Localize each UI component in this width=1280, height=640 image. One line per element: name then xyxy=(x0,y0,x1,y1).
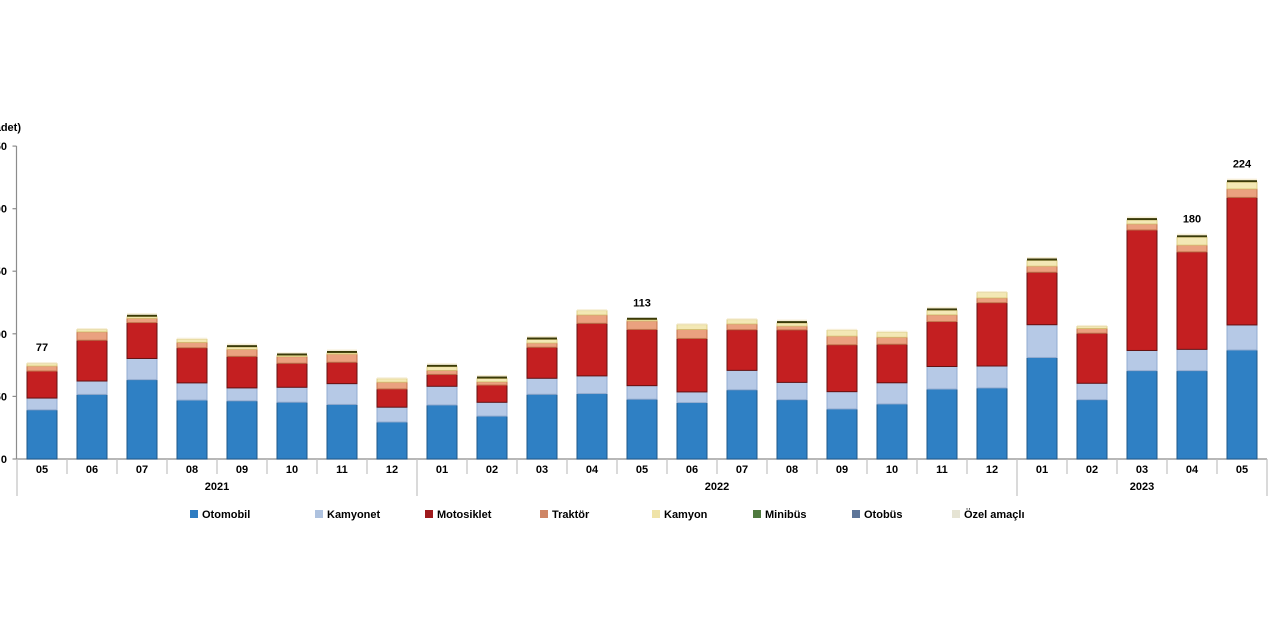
svg-text:77: 77 xyxy=(36,342,48,354)
svg-text:200: 200 xyxy=(0,204,7,216)
svg-text:11: 11 xyxy=(336,464,348,476)
svg-text:02: 02 xyxy=(486,464,498,476)
svg-text:Minibüs: Minibüs xyxy=(765,509,807,521)
svg-text:113: 113 xyxy=(633,298,651,310)
svg-text:Özel amaçlı: Özel amaçlı xyxy=(964,508,1025,521)
svg-text:Traktör: Traktör xyxy=(552,509,590,521)
svg-text:09: 09 xyxy=(236,464,248,476)
svg-text:12: 12 xyxy=(986,464,998,476)
svg-text:08: 08 xyxy=(786,464,798,476)
svg-text:09: 09 xyxy=(836,464,848,476)
svg-text:02: 02 xyxy=(1086,464,1098,476)
svg-text:05: 05 xyxy=(636,464,648,476)
svg-text:06: 06 xyxy=(86,464,98,476)
svg-text:150: 150 xyxy=(0,266,7,278)
svg-text:Kamyonet: Kamyonet xyxy=(327,509,381,521)
svg-text:Kamyon: Kamyon xyxy=(664,509,708,521)
svg-text:03: 03 xyxy=(536,464,548,476)
svg-text:07: 07 xyxy=(736,464,748,476)
svg-text:12: 12 xyxy=(386,464,398,476)
svg-text:01: 01 xyxy=(1036,464,1048,476)
svg-text:250: 250 xyxy=(0,141,7,153)
svg-text:06: 06 xyxy=(686,464,698,476)
svg-text:Otomobil: Otomobil xyxy=(202,509,250,521)
svg-text:04: 04 xyxy=(586,464,599,476)
svg-text:08: 08 xyxy=(186,464,198,476)
svg-text:05: 05 xyxy=(36,464,48,476)
svg-text:2022: 2022 xyxy=(705,481,729,493)
svg-text:2021: 2021 xyxy=(205,481,229,493)
svg-text:11: 11 xyxy=(936,464,948,476)
svg-text:03: 03 xyxy=(1136,464,1148,476)
svg-text:0: 0 xyxy=(1,454,7,466)
svg-text:180: 180 xyxy=(1183,214,1201,226)
svg-text:50: 50 xyxy=(0,391,7,403)
svg-text:Motosiklet: Motosiklet xyxy=(437,509,492,521)
svg-text:10: 10 xyxy=(286,464,298,476)
svg-text:224: 224 xyxy=(1233,159,1252,171)
svg-text:Otobüs: Otobüs xyxy=(864,509,903,521)
svg-text:05: 05 xyxy=(1236,464,1248,476)
svg-text:10: 10 xyxy=(886,464,898,476)
svg-text:04: 04 xyxy=(1186,464,1199,476)
svg-text:01: 01 xyxy=(436,464,448,476)
svg-text:100: 100 xyxy=(0,329,7,341)
svg-text:07: 07 xyxy=(136,464,148,476)
svg-text:(Bin adet): (Bin adet) xyxy=(0,122,21,134)
svg-text:2023: 2023 xyxy=(1130,481,1154,493)
